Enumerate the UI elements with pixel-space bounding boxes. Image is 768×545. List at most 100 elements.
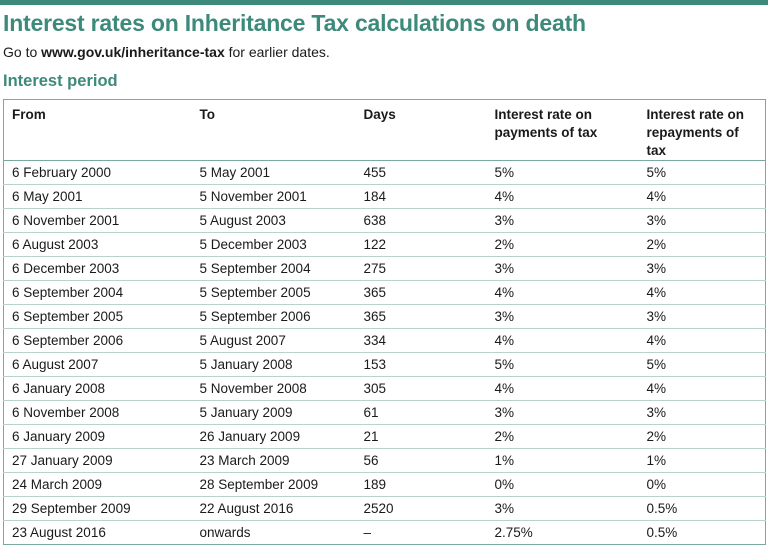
cell-days: 275 — [355, 256, 487, 281]
cell-from: 24 March 2009 — [3, 472, 192, 497]
table-header-row: From To Days Interest rate on payments of… — [3, 99, 766, 161]
subtitle-prefix: Go to — [3, 44, 42, 60]
cell-to: 5 December 2003 — [191, 232, 356, 257]
cell-repayments-rate: 2% — [638, 232, 766, 257]
cell-repayments-rate: 5% — [638, 352, 766, 377]
table-row: 6 December 2003 5 September 2004 275 3% 3% — [3, 256, 766, 281]
cell-days: 365 — [355, 304, 487, 329]
cell-from: 6 September 2004 — [3, 280, 192, 305]
cell-payments-rate: 4% — [486, 376, 639, 401]
cell-to: 5 January 2009 — [191, 400, 356, 425]
cell-from: 6 January 2008 — [3, 376, 192, 401]
table-row: 6 September 2004 5 September 2005 365 4% 4% — [3, 280, 766, 305]
cell-to: 5 September 2006 — [191, 304, 356, 329]
cell-to: 23 March 2009 — [191, 448, 356, 473]
cell-repayments-rate: 0.5% — [638, 496, 766, 521]
cell-repayments-rate: 1% — [638, 448, 766, 473]
cell-to: 5 August 2003 — [191, 208, 356, 233]
cell-payments-rate: 3% — [486, 256, 639, 281]
cell-from: 6 May 2001 — [3, 184, 192, 209]
table-row: 6 August 2003 5 December 2003 122 2% 2% — [3, 232, 766, 257]
cell-days: 61 — [355, 400, 487, 425]
cell-days: 638 — [355, 208, 487, 233]
cell-repayments-rate: 2% — [638, 424, 766, 449]
cell-repayments-rate: 0% — [638, 472, 766, 497]
page-title: Interest rates on Inheritance Tax calcul… — [3, 10, 586, 36]
cell-to: 5 November 2001 — [191, 184, 356, 209]
subtitle-suffix: for earlier dates. — [224, 44, 330, 60]
table-row: 6 May 2001 5 November 2001 184 4% 4% — [3, 184, 766, 209]
cell-payments-rate: 3% — [486, 304, 639, 329]
cell-payments-rate: 4% — [486, 328, 639, 353]
cell-from: 6 January 2009 — [3, 424, 192, 449]
cell-from: 6 February 2000 — [3, 160, 192, 185]
cell-days: 184 — [355, 184, 487, 209]
cell-payments-rate: 2% — [486, 232, 639, 257]
cell-to: 5 August 2007 — [191, 328, 356, 353]
header-repayments-line1: Interest rate on — [646, 107, 745, 122]
cell-days: 153 — [355, 352, 487, 377]
header-payments-line2: payments of tax — [494, 125, 598, 140]
cell-payments-rate: 5% — [486, 352, 639, 377]
cell-payments-rate: 3% — [486, 400, 639, 425]
table-row: 24 March 2009 28 September 2009 189 0% 0% — [3, 472, 766, 497]
cell-repayments-rate: 3% — [638, 304, 766, 329]
cell-to: onwards — [199, 525, 251, 540]
top-accent-bar — [0, 0, 768, 5]
cell-payments-rate: 3% — [486, 208, 639, 233]
cell-from: 23 August 2016 — [12, 525, 106, 540]
cell-payments-rate: 2% — [486, 424, 639, 449]
table-row: 6 September 2005 5 September 2006 365 3% 3% — [3, 304, 766, 329]
cell-repayments-rate: 5% — [638, 160, 766, 185]
cell-repayments-rate: 4% — [638, 328, 766, 353]
cell-repayments-rate: 3% — [638, 256, 766, 281]
cell-days: 122 — [355, 232, 487, 257]
cell-days: 21 — [355, 424, 487, 449]
cell-to: 28 September 2009 — [191, 472, 356, 497]
table-row: 6 January 2009 26 January 2009 21 2% 2% — [3, 424, 766, 449]
cell-days: 455 — [355, 160, 487, 185]
table-body: 6 February 2000 5 May 2001 455 5% 5% 6 May 20… — [3, 160, 766, 545]
cell-from: 6 November 2001 — [3, 208, 192, 233]
table-row: 6 February 2000 5 May 2001 455 5% 5% — [3, 160, 766, 185]
interest-rates-table: From To Days Interest rate on payments of… — [3, 99, 766, 545]
cell-repayments-rate: 4% — [638, 280, 766, 305]
cell-from: 27 January 2009 — [3, 448, 192, 473]
cell-payments-rate: 4% — [486, 280, 639, 305]
cell-days: 56 — [355, 448, 487, 473]
cell-to: 5 January 2008 — [191, 352, 356, 377]
cell-repayments-rate: 3% — [638, 400, 766, 425]
gov-uk-link[interactable]: www.gov.uk/inheritance-tax — [41, 44, 225, 60]
table-row: 23 August 2016 onwards – 2.75% 0.5% — [4, 521, 766, 545]
header-to: To — [191, 99, 356, 161]
header-payments-line1: Interest rate on — [494, 107, 593, 122]
subtitle: Go to www.gov.uk/inheritance-tax for ear… — [3, 44, 330, 60]
cell-repayments-rate: 4% — [638, 376, 766, 401]
cell-days: – — [363, 525, 372, 540]
cell-days: 189 — [355, 472, 487, 497]
cell-repayments-rate: 3% — [638, 208, 766, 233]
header-repayments-line2: repayments of tax — [646, 125, 739, 158]
cell-from: 6 August 2003 — [3, 232, 192, 257]
cell-payments-rate: 1% — [486, 448, 639, 473]
cell-repayments-rate: 0.5% — [646, 525, 678, 540]
cell-days: 305 — [355, 376, 487, 401]
cell-from: 6 August 2007 — [3, 352, 192, 377]
header-from: From — [3, 99, 192, 161]
cell-to: 5 May 2001 — [191, 160, 356, 185]
table-row: 6 November 2001 5 August 2003 638 3% 3% — [3, 208, 766, 233]
cell-from: 6 November 2008 — [3, 400, 192, 425]
table-row: 27 January 2009 23 March 2009 56 1% 1% — [3, 448, 766, 473]
cell-from: 29 September 2009 — [3, 496, 192, 521]
cell-payments-rate: 5% — [486, 160, 639, 185]
cell-to: 26 January 2009 — [191, 424, 356, 449]
cell-days: 334 — [355, 328, 487, 353]
header-days: Days — [355, 99, 487, 161]
cell-to: 22 August 2016 — [191, 496, 356, 521]
table-row: 6 January 2008 5 November 2008 305 4% 4% — [3, 376, 766, 401]
cell-payments-rate: 3% — [486, 496, 639, 521]
cell-payments-rate: 0% — [486, 472, 639, 497]
cell-days: 2520 — [355, 496, 487, 521]
cell-payments-rate: 2.75% — [494, 525, 533, 540]
header-payments-rate: Interest rate on payments of tax — [486, 99, 639, 161]
